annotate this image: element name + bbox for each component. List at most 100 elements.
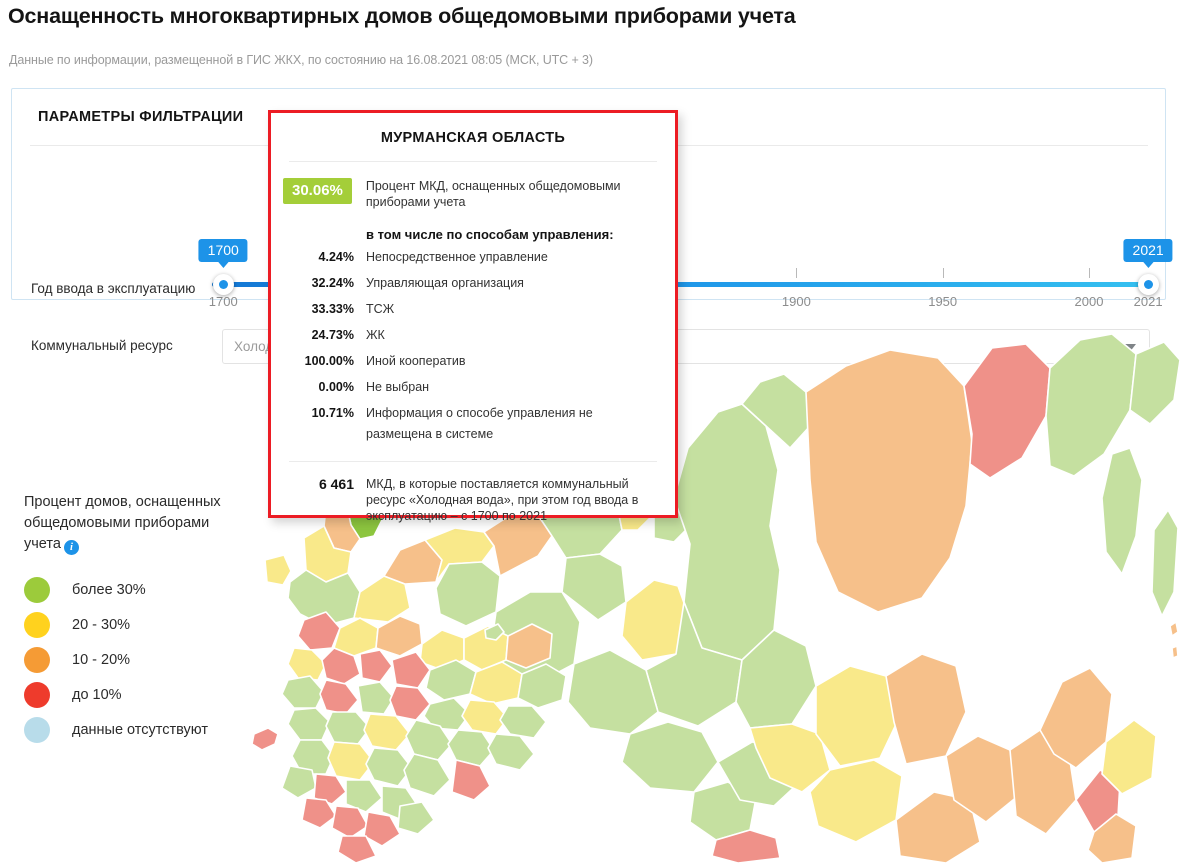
- slider-handle-min[interactable]: [212, 274, 234, 295]
- legend-item-label: более 30%: [72, 581, 146, 598]
- tooltip-breakdown-row: 4.24% Непосредственное управление: [271, 247, 675, 268]
- slider-tick-label-1950: 1950: [928, 294, 958, 309]
- slider-bubble-max: 2021: [1123, 239, 1173, 268]
- map-region[interactable]: [264, 554, 292, 586]
- map-region[interactable]: [291, 739, 335, 775]
- map-region[interactable]: [487, 733, 535, 771]
- legend-swatch-no-data: [24, 716, 50, 743]
- slider-bubble-min: 1700: [198, 239, 248, 268]
- tooltip-breakdown-row: 10.71% Информация о способе управления н…: [271, 403, 675, 445]
- legend-item[interactable]: данные отсутствуют: [24, 712, 254, 747]
- map-region[interactable]: [885, 653, 967, 765]
- map-region[interactable]: [805, 349, 973, 613]
- map-region[interactable]: [1151, 509, 1179, 617]
- map-region[interactable]: [645, 601, 743, 727]
- map-region[interactable]: [301, 797, 337, 829]
- slider-tick: [942, 268, 944, 278]
- map-region[interactable]: [484, 623, 505, 641]
- legend-title: Процент домов, оснащенных общедомовыми п…: [24, 492, 229, 555]
- map-region[interactable]: [1101, 447, 1143, 575]
- map-region[interactable]: [313, 773, 347, 805]
- map-region[interactable]: [1169, 621, 1179, 637]
- russia-choropleth-map[interactable]: [250, 330, 1188, 863]
- map-region[interactable]: [363, 713, 411, 751]
- map-region[interactable]: [1087, 813, 1137, 863]
- legend-title-text: Процент домов, оснащенных общедомовыми п…: [24, 494, 221, 552]
- map-region[interactable]: [391, 651, 431, 689]
- tooltip-region-name: МУРМАНСКАЯ ОБЛАСТЬ: [380, 130, 566, 146]
- map-region[interactable]: [359, 649, 393, 683]
- legend-item[interactable]: до 10%: [24, 677, 254, 712]
- map-region[interactable]: [1075, 769, 1121, 833]
- map-region[interactable]: [357, 681, 395, 715]
- tooltip-footer-count: 6 461: [318, 476, 354, 492]
- tooltip-divider-top: [289, 161, 657, 162]
- map-region[interactable]: [287, 707, 331, 741]
- map-region[interactable]: [1039, 667, 1113, 769]
- map-region[interactable]: [403, 753, 451, 797]
- map-region[interactable]: [895, 791, 981, 863]
- slider-tick: [1089, 268, 1091, 278]
- map-svg[interactable]: [250, 330, 1188, 863]
- page-title: Оснащенность многоквартирных домов общед…: [8, 4, 796, 28]
- map-region[interactable]: [319, 679, 359, 715]
- legend-swatch-above-30: [24, 576, 50, 603]
- legend-item-label: 20 - 30%: [72, 616, 131, 633]
- map-region[interactable]: [397, 801, 435, 835]
- map-region[interactable]: [711, 829, 781, 863]
- map-region[interactable]: [337, 835, 377, 863]
- map-legend: Процент домов, оснащенных общедомовыми п…: [24, 492, 254, 747]
- map-region[interactable]: [447, 729, 495, 767]
- legend-swatch-10-20: [24, 646, 50, 673]
- map-region[interactable]: [281, 765, 317, 799]
- tooltip-breakdown-title: в том числе по способам управления:: [366, 227, 614, 242]
- map-region[interactable]: [1101, 719, 1157, 795]
- legend-item[interactable]: 20 - 30%: [24, 607, 254, 642]
- map-region[interactable]: [517, 663, 567, 709]
- map-region[interactable]: [365, 747, 413, 787]
- map-region[interactable]: [809, 759, 903, 843]
- map-region[interactable]: [435, 561, 501, 627]
- tooltip-breakdown-label: Управляющая организация: [366, 276, 524, 290]
- tooltip-main-row: 30.06% Процент МКД, оснащенных общедомов…: [283, 178, 675, 210]
- map-region[interactable]: [749, 723, 831, 793]
- tooltip-main-percent-badge: 30.06%: [283, 178, 352, 204]
- map-region[interactable]: [281, 675, 325, 709]
- slider-track[interactable]: [212, 282, 1150, 287]
- map-region[interactable]: [331, 805, 369, 839]
- legend-swatch-20-30: [24, 611, 50, 638]
- year-range-slider[interactable]: 1700 1900 1950 2000 2021 1700 2021: [198, 239, 1173, 309]
- slider-tick-label-max: 2021: [1133, 294, 1163, 309]
- map-region[interactable]: [297, 611, 341, 651]
- map-region[interactable]: [345, 779, 383, 813]
- info-icon[interactable]: i: [63, 540, 79, 555]
- legend-item-label: 10 - 20%: [72, 651, 131, 668]
- map-region[interactable]: [505, 623, 553, 669]
- map-region[interactable]: [363, 811, 401, 847]
- slider-handle-max[interactable]: [1137, 274, 1159, 295]
- legend-item[interactable]: более 30%: [24, 572, 254, 607]
- tooltip-breakdown-row: 100.00% Иной кооператив: [271, 351, 675, 372]
- tooltip-footer-row: 6 461 МКД, в которые поставляется коммун…: [271, 476, 675, 524]
- map-region[interactable]: [1045, 333, 1137, 477]
- tooltip-breakdown-percent: 32.24%: [311, 276, 354, 290]
- tooltip-breakdown-label: Информация о способе управления не разме…: [366, 406, 593, 441]
- tooltip-divider-bottom: [289, 461, 657, 462]
- slider-tick-label-2000: 2000: [1074, 294, 1104, 309]
- tooltip-breakdown-percent: 100.00%: [304, 354, 354, 368]
- map-region[interactable]: [1171, 645, 1179, 659]
- map-region[interactable]: [567, 649, 659, 735]
- map-region[interactable]: [287, 647, 327, 681]
- map-region[interactable]: [251, 727, 279, 751]
- map-region[interactable]: [963, 343, 1051, 479]
- map-region[interactable]: [325, 711, 371, 745]
- tooltip-breakdown-row: 0.00% Не выбран: [271, 377, 675, 398]
- map-region[interactable]: [499, 705, 547, 739]
- map-region[interactable]: [735, 629, 817, 729]
- map-region[interactable]: [451, 759, 491, 801]
- tooltip-breakdown-percent: 4.24%: [318, 250, 354, 264]
- map-region[interactable]: [1129, 341, 1181, 425]
- legend-item[interactable]: 10 - 20%: [24, 642, 254, 677]
- map-region[interactable]: [621, 721, 719, 793]
- map-region[interactable]: [815, 665, 901, 767]
